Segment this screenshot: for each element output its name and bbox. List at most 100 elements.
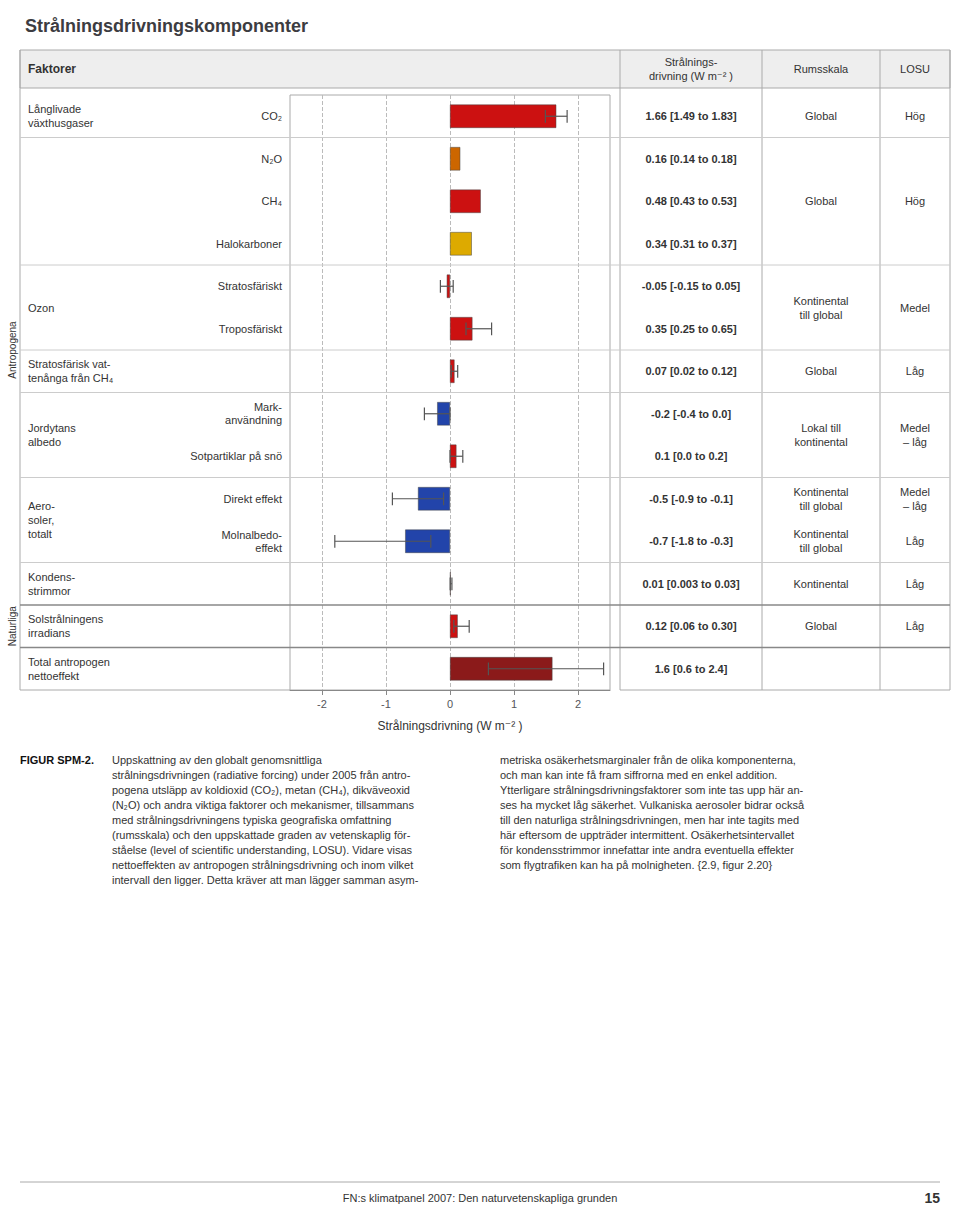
svg-text:Låg: Låg	[906, 535, 924, 547]
svg-text:-0.5 [-0.9 to -0.1]: -0.5 [-0.9 to -0.1]	[649, 493, 733, 505]
svg-text:Global: Global	[805, 195, 837, 207]
svg-text:och man kan inte få fram siffr: och man kan inte få fram siffrorna med e…	[500, 769, 777, 781]
svg-text:Total antropogen: Total antropogen	[28, 656, 110, 668]
svg-text:för kondensstrimmor innefattar: för kondensstrimmor innefattar inte andr…	[500, 844, 794, 856]
svg-text:nettoeffekten av antropogen st: nettoeffekten av antropogen strålningsdr…	[112, 859, 413, 871]
svg-text:till den naturliga strålningsd: till den naturliga strålningsdrivningen,…	[500, 814, 799, 826]
svg-text:Rumsskala: Rumsskala	[794, 63, 849, 75]
svg-text:FN:s klimatpanel 2007: Den nat: FN:s klimatpanel 2007: Den naturvetenska…	[343, 1192, 618, 1204]
svg-text:strimmor: strimmor	[28, 585, 71, 597]
svg-text:växthusgaser: växthusgaser	[28, 117, 94, 129]
svg-text:FIGUR SPM-2.: FIGUR SPM-2.	[20, 754, 94, 766]
svg-text:Hög: Hög	[905, 110, 925, 122]
svg-text:Strålningsdrivning (W m⁻² ): Strålningsdrivning (W m⁻² )	[377, 719, 522, 733]
svg-text:soler,: soler,	[28, 514, 54, 526]
svg-text:CO₂: CO₂	[261, 110, 282, 122]
svg-text:0.35 [0.25 to 0.65]: 0.35 [0.25 to 0.65]	[645, 323, 736, 335]
svg-text:Faktorer: Faktorer	[28, 62, 76, 76]
svg-text:ståelse (level of scientific u: ståelse (level of scientific understandi…	[112, 844, 412, 856]
svg-text:Lokal till: Lokal till	[801, 422, 841, 434]
svg-text:effekt: effekt	[255, 542, 282, 554]
svg-text:Låg: Låg	[906, 620, 924, 632]
svg-text:0: 0	[447, 698, 453, 710]
svg-text:(N₂O) och andra viktiga faktor: (N₂O) och andra viktiga faktorer och mek…	[112, 799, 414, 811]
svg-text:Hög: Hög	[905, 195, 925, 207]
svg-text:strålningsdrivningen (radiativ: strålningsdrivningen (radiative forcing)…	[112, 769, 411, 781]
svg-text:-0.7 [-1.8 to -0.3]: -0.7 [-1.8 to -0.3]	[649, 535, 733, 547]
svg-text:Global: Global	[805, 365, 837, 377]
svg-text:0.07 [0.02 to 0.12]: 0.07 [0.02 to 0.12]	[645, 365, 736, 377]
svg-text:Uppskattning av den globalt ge: Uppskattning av den globalt genomsnittli…	[112, 754, 323, 766]
svg-text:Medel: Medel	[900, 486, 930, 498]
svg-text:Solstrålningens: Solstrålningens	[28, 613, 104, 625]
svg-text:Kondens-: Kondens-	[28, 571, 75, 583]
svg-text:Naturliga: Naturliga	[7, 606, 18, 646]
svg-text:-0.05 [-0.15 to 0.05]: -0.05 [-0.15 to 0.05]	[642, 280, 741, 292]
svg-text:till global: till global	[800, 500, 843, 512]
svg-text:0.12 [0.06 to 0.30]: 0.12 [0.06 to 0.30]	[645, 620, 736, 632]
svg-text:0.48 [0.43 to 0.53]: 0.48 [0.43 to 0.53]	[645, 195, 736, 207]
svg-text:– låg: – låg	[903, 436, 927, 448]
svg-text:Stratosfäriskt: Stratosfäriskt	[218, 280, 282, 292]
svg-text:Halokarboner: Halokarboner	[216, 238, 282, 250]
svg-text:här eftersom de uppträder inte: här eftersom de uppträder intermittent. …	[500, 829, 794, 841]
svg-text:Aero-: Aero-	[28, 500, 55, 512]
svg-text:tenånga från CH₄: tenånga från CH₄	[28, 372, 114, 384]
svg-text:Global: Global	[805, 620, 837, 632]
svg-text:Kontinental: Kontinental	[793, 528, 848, 540]
svg-text:-1: -1	[381, 698, 391, 710]
svg-text:Direkt effekt: Direkt effekt	[224, 493, 283, 505]
svg-text:-2: -2	[317, 698, 327, 710]
svg-text:Stratosfärisk vat-: Stratosfärisk vat-	[28, 358, 111, 370]
svg-text:0.1 [0.0 to 0.2]: 0.1 [0.0 to 0.2]	[655, 450, 728, 462]
svg-text:0.34 [0.31 to 0.37]: 0.34 [0.31 to 0.37]	[645, 238, 736, 250]
svg-text:Kontinental: Kontinental	[793, 486, 848, 498]
svg-text:ses ha mycket låg säkerhet. Vu: ses ha mycket låg säkerhet. Vulkaniska a…	[500, 799, 805, 811]
svg-text:som flygtrafiken kan ha på mol: som flygtrafiken kan ha på molnigheten. …	[500, 859, 772, 871]
svg-text:Låg: Låg	[906, 365, 924, 377]
svg-text:1: 1	[511, 698, 517, 710]
svg-text:15: 15	[924, 1190, 940, 1206]
svg-text:Troposfäriskt: Troposfäriskt	[219, 323, 282, 335]
svg-text:Global: Global	[805, 110, 837, 122]
svg-text:Medel: Medel	[900, 302, 930, 314]
svg-text:pogena utsläpp av koldioxid (C: pogena utsläpp av koldioxid (CO₂), metan…	[112, 784, 410, 796]
svg-text:Kontinental: Kontinental	[793, 578, 848, 590]
svg-text:irradians: irradians	[28, 627, 71, 639]
svg-text:CH₄: CH₄	[262, 195, 283, 207]
svg-text:Molnalbedo-: Molnalbedo-	[221, 529, 282, 541]
svg-text:med strålningsdrivningens typi: med strålningsdrivningens typiska geogra…	[112, 814, 391, 826]
svg-text:Antropogena: Antropogena	[7, 321, 18, 379]
svg-text:Sotpartiklar på snö: Sotpartiklar på snö	[190, 450, 282, 462]
svg-text:-0.2 [-0.4 to 0.0]: -0.2 [-0.4 to 0.0]	[651, 408, 731, 420]
svg-text:Långlivade: Långlivade	[28, 103, 81, 115]
svg-text:intervall den ligger. Detta kr: intervall den ligger. Detta kräver att m…	[112, 874, 419, 886]
svg-text:till global: till global	[800, 542, 843, 554]
svg-text:(rumsskala) och den uppskattad: (rumsskala) och den uppskattade graden a…	[112, 829, 411, 841]
svg-text:0.01 [0.003 to 0.03]: 0.01 [0.003 to 0.03]	[642, 578, 740, 590]
svg-text:drivning (W m⁻² ): drivning (W m⁻² )	[649, 70, 733, 82]
svg-text:Mark-: Mark-	[254, 401, 282, 413]
svg-text:användning: användning	[225, 414, 282, 426]
svg-text:Jordytans: Jordytans	[28, 422, 76, 434]
svg-text:Strålnings-: Strålnings-	[665, 56, 718, 68]
svg-text:kontinental: kontinental	[794, 436, 847, 448]
svg-text:Strålningsdrivningskomponenter: Strålningsdrivningskomponenter	[25, 16, 308, 36]
svg-text:totalt: totalt	[28, 528, 52, 540]
svg-text:1.66 [1.49 to 1.83]: 1.66 [1.49 to 1.83]	[645, 110, 736, 122]
svg-text:Kontinental: Kontinental	[793, 295, 848, 307]
svg-text:N₂O: N₂O	[261, 153, 282, 165]
svg-text:Ytterligare strålningsdrivning: Ytterligare strålningsdrivningsfaktorer …	[500, 784, 804, 796]
svg-text:0.16 [0.14 to 0.18]: 0.16 [0.14 to 0.18]	[645, 153, 736, 165]
svg-text:albedo: albedo	[28, 436, 61, 448]
svg-text:nettoeffekt: nettoeffekt	[28, 670, 79, 682]
svg-text:till global: till global	[800, 309, 843, 321]
svg-text:2: 2	[575, 698, 581, 710]
svg-text:LOSU: LOSU	[900, 63, 930, 75]
svg-text:Ozon: Ozon	[28, 302, 54, 314]
svg-text:1.6 [0.6 to 2.4]: 1.6 [0.6 to 2.4]	[655, 663, 728, 675]
svg-text:Medel: Medel	[900, 422, 930, 434]
svg-text:Låg: Låg	[906, 578, 924, 590]
svg-text:metriska osäkerhetsmarginaler: metriska osäkerhetsmarginaler från de ol…	[500, 754, 796, 766]
svg-text:– låg: – låg	[903, 500, 927, 512]
